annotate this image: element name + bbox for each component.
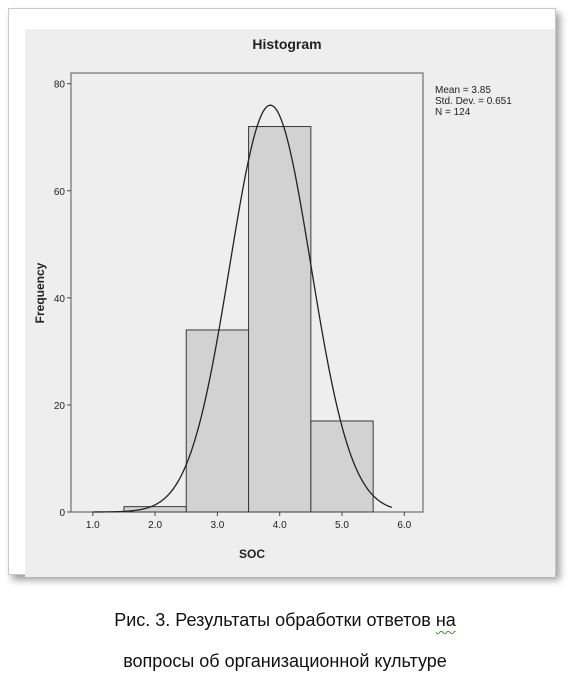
caption-text-b: на <box>435 610 456 630</box>
y-tick-label-1: 0 <box>59 508 65 519</box>
y-tick-label-5: 80 <box>54 80 66 91</box>
figure-caption-line-1: Рис. 3. Результаты обработки ответов на <box>0 610 570 631</box>
x-tick-label-4: 4.0 <box>273 520 287 531</box>
y-tick-label-2: 20 <box>54 401 66 412</box>
x-tick-label-1: 1.0 <box>86 520 100 531</box>
histogram-bar-3 <box>248 126 312 513</box>
histogram-bars <box>123 126 374 513</box>
stat-n: N = 124 <box>435 107 471 118</box>
histogram-bar-4 <box>310 420 374 513</box>
y-axis-ticks: 0 20 40 60 80 <box>54 80 71 519</box>
y-tick-label-3: 40 <box>54 294 66 305</box>
x-tick-label-2: 2.0 <box>148 520 162 531</box>
chart-title: Histogram <box>252 36 321 52</box>
histogram-chart: Histogram SOC Frequency Mean = 3.85 Std.… <box>33 36 512 561</box>
x-axis-label: SOC <box>239 547 265 561</box>
normal-curve <box>92 104 393 513</box>
stat-std-dev: Std. Dev. = 0.651 <box>435 96 512 107</box>
x-tick-label-3: 3.0 <box>210 520 224 531</box>
x-tick-label-6: 6.0 <box>397 520 411 531</box>
figure-caption-line-2: вопросы об организационной культуре <box>123 651 447 671</box>
x-tick-label-5: 5.0 <box>335 520 349 531</box>
y-tick-label-4: 60 <box>54 187 66 198</box>
figure-frame: Histogram SOC Frequency Mean = 3.85 Std.… <box>8 8 556 577</box>
stat-mean: Mean = 3.85 <box>435 85 491 96</box>
chart-area: Histogram SOC Frequency Mean = 3.85 Std.… <box>25 29 555 577</box>
histogram-bar-2 <box>185 329 250 513</box>
x-axis-ticks: 1.0 2.0 3.0 4.0 5.0 6.0 <box>86 512 412 531</box>
caption-text-a: Рис. 3. Результаты обработки ответов <box>114 610 436 630</box>
y-axis-label: Frequency <box>33 262 47 323</box>
